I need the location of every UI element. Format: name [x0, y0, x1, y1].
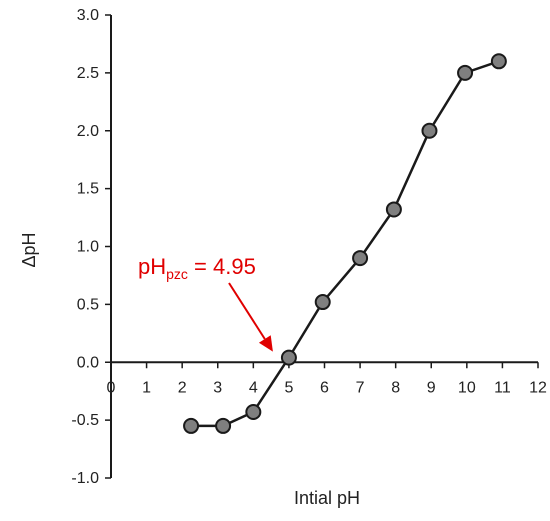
series-line — [191, 60, 500, 428]
x-tick-label: 1 — [142, 379, 151, 396]
data-point — [490, 53, 507, 70]
x-tick-label: 6 — [320, 379, 329, 396]
data-point — [421, 122, 438, 139]
annotation-sub: pzc — [166, 266, 188, 282]
data-point — [280, 349, 297, 366]
data-point — [352, 250, 369, 267]
data-point — [245, 404, 262, 421]
y-tick-label: 0.0 — [77, 354, 99, 371]
y-tick-label: 0.5 — [77, 296, 99, 313]
x-tick-label: 11 — [494, 379, 511, 396]
x-tick-label: 10 — [458, 379, 476, 396]
x-tick-label: 5 — [284, 379, 293, 396]
y-tick-label: 1.5 — [77, 181, 99, 198]
annotation-rest: = 4.95 — [188, 254, 256, 279]
y-tick-label: 3.0 — [77, 7, 99, 24]
x-tick-label: 9 — [427, 379, 436, 396]
x-axis-title: Intial pH — [294, 488, 360, 508]
x-tick-label: 8 — [391, 379, 400, 396]
y-tick-label: 1.0 — [77, 239, 99, 256]
y-axis-title: ΔpH — [19, 232, 39, 267]
y-tick-label: -1.0 — [71, 470, 99, 487]
x-tick-label: 4 — [249, 379, 258, 396]
annotation-arrowhead — [258, 335, 273, 352]
x-tick-label: 0 — [107, 379, 116, 396]
x-tick-label: 3 — [213, 379, 222, 396]
data-point — [385, 201, 402, 218]
data-point — [215, 417, 232, 434]
y-tick-label: 2.0 — [77, 123, 99, 140]
data-point — [183, 417, 200, 434]
y-tick-label: 2.5 — [77, 65, 99, 82]
data-point — [457, 64, 474, 81]
x-tick-label: 12 — [529, 379, 547, 396]
annotation-label: pHpzc = 4.95 — [138, 254, 256, 282]
annotation-main: pH — [138, 254, 166, 279]
x-tick-label: 2 — [178, 379, 187, 396]
data-point — [314, 294, 331, 311]
y-tick-label: -0.5 — [71, 412, 99, 429]
annotation-arrow — [228, 282, 266, 340]
x-tick-label: 7 — [356, 379, 365, 396]
